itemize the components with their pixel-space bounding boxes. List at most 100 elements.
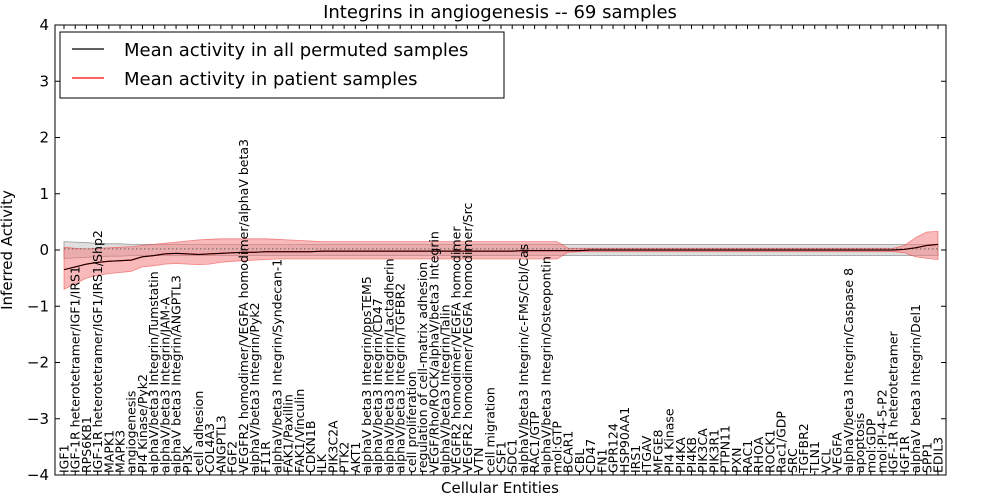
x-tick-label: PI3K xyxy=(180,445,195,473)
y-tick-label: −2 xyxy=(27,354,49,372)
x-tick-label: alphaV/beta3 Integrin/Pyk2 xyxy=(247,302,262,473)
x-tick-label: VEGFR2 homodimer/VEGFA homodimer xyxy=(449,226,464,473)
y-axis-label: Inferred Activity xyxy=(0,190,16,310)
x-tick-label: PTPN11 xyxy=(718,425,733,473)
x-tick-label: VEGFA xyxy=(830,432,845,473)
x-tick-label: alphaV/beta3 Integrin/Talin xyxy=(438,305,453,474)
legend-label-permuted: Mean activity in all permuted samples xyxy=(124,40,468,61)
x-tick-label: FGF2 xyxy=(225,441,240,473)
series-lines xyxy=(63,243,939,271)
x-tick-label: alphaV/beta3 Integrin/TGFBR2 xyxy=(393,283,408,473)
x-tick-label: alphaV/beta3 Integrin/CD47 xyxy=(370,298,385,473)
x-tick-label: VCL xyxy=(818,449,833,473)
x-tick-label: ITGAV xyxy=(639,435,654,473)
confidence-bands xyxy=(63,230,939,291)
legend: Mean activity in all permuted samples Me… xyxy=(59,31,505,99)
x-tick-label: FN1 xyxy=(594,449,609,474)
x-tick-label: regulation of cell-matrix adhesion xyxy=(415,262,430,473)
x-tick-label: alphaV/beta3 Integrin/Lactadherin xyxy=(381,258,396,473)
y-tick-label: −1 xyxy=(27,297,49,315)
y-tick-label: 1 xyxy=(39,185,49,203)
y-tick-label: −4 xyxy=(27,466,49,484)
x-tick-label: MAPK1 xyxy=(101,430,116,473)
x-tick-label: ROCK1 xyxy=(762,430,777,473)
x-tick-label: PIK3CA xyxy=(695,428,710,473)
x-tick-label: COL4A3 xyxy=(202,423,217,473)
x-tick-label: PXN xyxy=(729,448,744,473)
x-tick-label: alphaV/beta3 Integrin/Osteopontin xyxy=(538,256,553,473)
x-tick-label: alphaV/beta3 Integrin/Caspase 8 xyxy=(841,268,856,473)
x-tick-label: IGF1R xyxy=(897,435,912,473)
x-tick-label: apoptosis xyxy=(852,413,867,473)
permuted-mean-line xyxy=(63,243,939,271)
y-tick-label: 2 xyxy=(39,129,49,147)
x-tick-label: CDKN1B xyxy=(303,421,318,473)
x-tick-label: alphaV/beta3 Integrin/Tumstatin xyxy=(146,271,161,473)
x-tick-label: mol:GDP xyxy=(863,418,878,473)
x-tick-label: IRS1 xyxy=(628,445,643,473)
x-tick-label: mol:PI-4-5-P2 xyxy=(875,389,890,473)
x-tick-label: cell migration xyxy=(482,387,497,473)
x-tick-label: PI4KB xyxy=(684,437,699,473)
x-tick-label: HSP90AA1 xyxy=(617,407,632,473)
x-tick-label: CBL xyxy=(572,449,587,473)
x-tick-label: IGF-1R heterotetramer/IGF1/IRS1/Shp2 xyxy=(90,230,105,473)
x-tick-label: SPP1 xyxy=(919,442,934,473)
x-tick-label: CD47 xyxy=(583,439,598,473)
x-tick-label: angiogenesis xyxy=(124,391,139,473)
x-tick-label: alphaV/beta3 Integrin/c-FMS/Cbl/Cas xyxy=(516,244,531,473)
x-tick-label: SRC xyxy=(785,448,800,473)
x-tick-label: MFGE8 xyxy=(650,429,665,473)
y-tick-label: 4 xyxy=(39,16,49,34)
x-tick-label: IGF1 xyxy=(57,444,72,473)
patient-band xyxy=(63,230,939,291)
x-tick-label: cell proliferation xyxy=(404,371,419,473)
x-tick-label: VEGFR2 homodimer/VEGFA homodimer/Src xyxy=(460,203,475,473)
x-tick-label: IGF-1R heterotetramer xyxy=(886,330,901,473)
x-tick-label: PI4 Kinase/Pyk2 xyxy=(135,374,150,473)
x-tick-label: IGF-1R heterotetramer/IGF1/IRS1 xyxy=(68,266,83,473)
x-tick-label: ANGPTL3 xyxy=(213,415,228,473)
x-tick-label: PIK3R1 xyxy=(706,429,721,473)
x-tick-label: ILK xyxy=(314,453,329,473)
x-tick-label: alphaV beta3 Integrin/Del1 xyxy=(908,304,923,473)
x-tick-label: RAC1 xyxy=(740,440,755,473)
x-tick-label: alphaV beta3 Integrin/ANGPTL3 xyxy=(169,275,184,473)
y-axis-ticks: −4 −3 −2 −1 0 1 2 3 4 xyxy=(27,16,946,484)
x-tick-label: CSF1 xyxy=(494,441,509,473)
x-tick-label: alphaV/beta3 Integrin/JAM-A xyxy=(157,297,172,473)
x-tick-label: VTN xyxy=(471,447,486,473)
y-tick-label: 0 xyxy=(39,241,49,259)
x-tick-label: PIK3C2A xyxy=(325,420,340,473)
x-tick-label: cell adhesion xyxy=(191,391,206,473)
x-tick-label: mol:GTP xyxy=(550,421,565,473)
x-tick-label: alphaV beta3 Integrin/ppsTEM5 xyxy=(359,276,374,473)
x-tick-label: BCAR1 xyxy=(561,431,576,473)
legend-label-patient: Mean activity in patient samples xyxy=(124,69,418,90)
x-tick-label: alphaV/beta3 Integrin/Syndecan-1 xyxy=(269,259,284,473)
plot-frame xyxy=(54,24,947,476)
x-tick-label: FAK1/Paxillin xyxy=(281,394,296,473)
x-tick-label: Rac1/GDP xyxy=(774,411,789,473)
x-tick-label: RPS6KB1 xyxy=(79,416,94,473)
x-tick-label: MAPK3 xyxy=(113,430,128,473)
x-tick-label: PTK2 xyxy=(337,442,352,473)
x-tick-label: FAK1/Vinculin xyxy=(292,389,307,473)
x-tick-label: VEGFR2 homodimer/VEGFA homodimer/alphaV … xyxy=(236,139,251,473)
x-tick-label: PI4 Kinase xyxy=(662,408,677,473)
x-tick-label: PI4KA xyxy=(673,437,688,473)
x-tick-label: RAC1/GTP xyxy=(527,411,542,473)
x-axis-label: Cellular Entities xyxy=(441,479,559,497)
legend-box xyxy=(59,31,505,99)
x-tick-label: GPR124 xyxy=(606,423,621,473)
x-tick-label: TLN1 xyxy=(807,441,822,474)
x-tick-label: F11R xyxy=(258,441,273,473)
x-tick-label: EDIL3 xyxy=(931,437,946,473)
y-tick-label: −3 xyxy=(27,410,49,428)
x-tick-label: VEGF/Rho/ROCK/alphaV/beta3 Integrin xyxy=(426,231,441,473)
x-tick-label: TGFBR2 xyxy=(796,423,811,474)
x-tick-label: SDC1 xyxy=(505,439,520,473)
chart-title: Integrins in angiogenesis -- 69 samples xyxy=(323,2,677,23)
x-tick-label: AKT1 xyxy=(348,442,363,473)
